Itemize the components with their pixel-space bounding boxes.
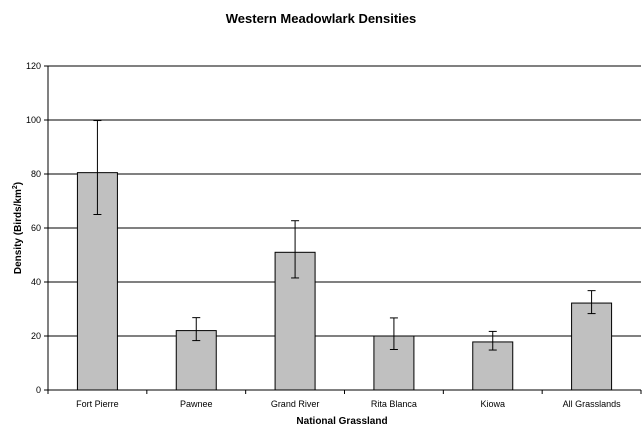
chart-title: Western Meadowlark Densities bbox=[226, 11, 417, 26]
y-tick-label: 120 bbox=[26, 61, 41, 71]
y-tick-label: 100 bbox=[26, 115, 41, 125]
y-axis-title-main: Density (Birds/km bbox=[13, 189, 24, 274]
y-tick-label: 20 bbox=[31, 331, 41, 341]
x-tick-label: Rita Blanca bbox=[371, 399, 417, 409]
x-tick-label: Kiowa bbox=[480, 399, 505, 409]
error-bars bbox=[93, 120, 596, 351]
x-tick-label: Fort Pierre bbox=[76, 399, 119, 409]
bar bbox=[571, 302, 613, 391]
y-tick-label: 80 bbox=[31, 169, 41, 179]
axes bbox=[44, 65, 642, 394]
y-axis-title-superscript: 2 bbox=[12, 185, 19, 189]
x-axis-title: National Grassland bbox=[296, 416, 387, 427]
x-tick-label: Grand River bbox=[271, 399, 320, 409]
y-tick-label: 60 bbox=[31, 223, 41, 233]
y-tick-label: 40 bbox=[31, 277, 41, 287]
bars bbox=[76, 172, 613, 391]
gridlines bbox=[48, 65, 641, 337]
x-tick-label: All Grasslands bbox=[563, 399, 622, 409]
y-tick-label: 0 bbox=[36, 385, 41, 395]
x-tick-label: Pawnee bbox=[180, 399, 213, 409]
y-tick-labels: 0 20 40 60 80 100 120 bbox=[26, 61, 41, 395]
x-tick-labels: Fort Pierre Pawnee Grand River Rita Blanca K… bbox=[76, 399, 621, 409]
y-axis-title: Density (Birds/km2) bbox=[12, 182, 24, 274]
y-axis-title-close: ) bbox=[13, 182, 24, 185]
